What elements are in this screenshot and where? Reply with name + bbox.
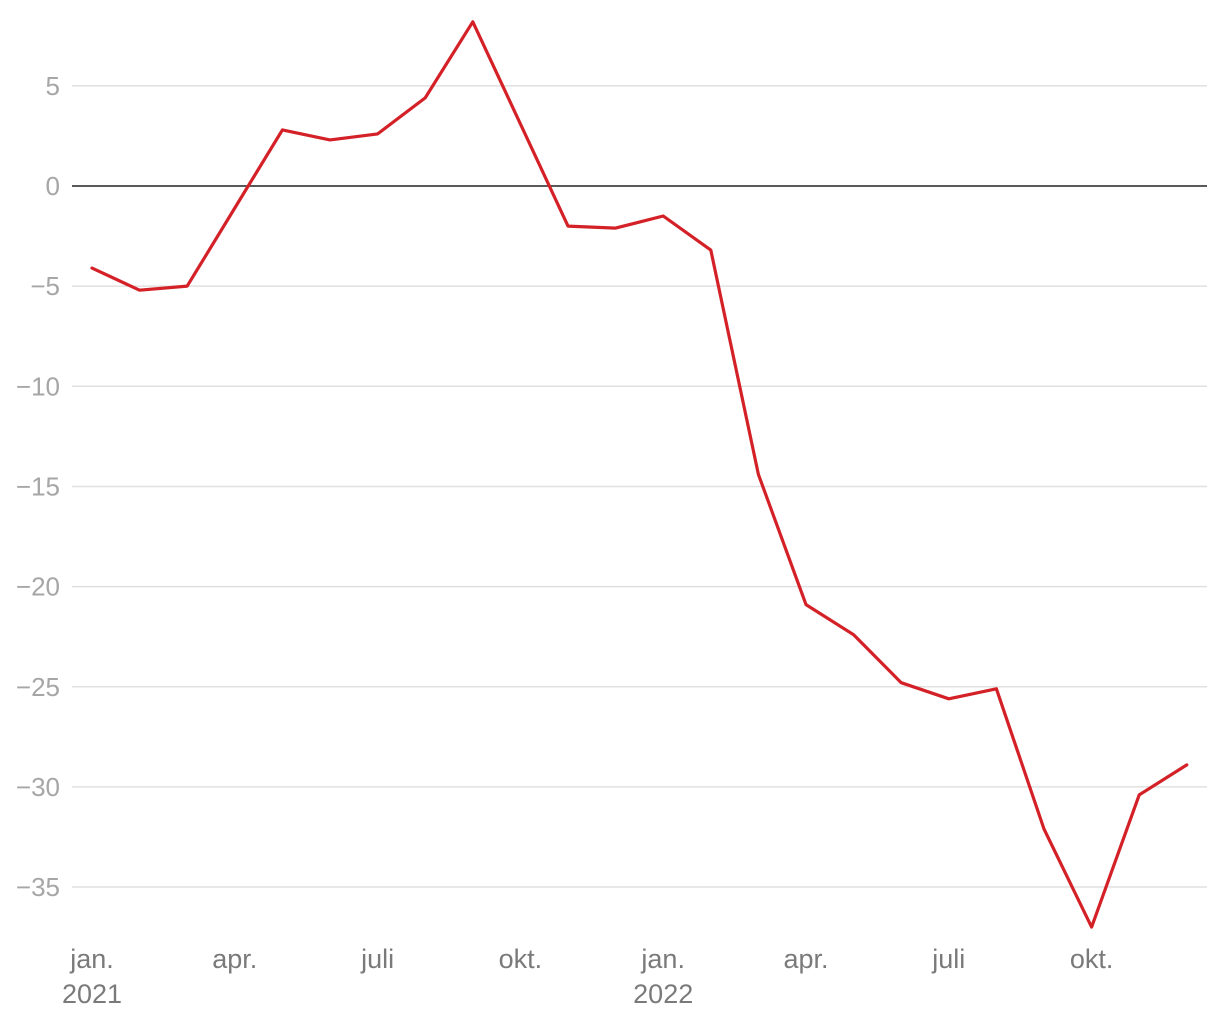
y-tick-label: 0 [46,171,60,201]
x-tick-label: okt. [499,944,543,974]
gridlines [72,85,1207,888]
y-axis-tick-labels: 5 0 −5 −10 −15 −20 −25 −30 −35 [16,71,60,902]
x-axis-tick-labels: jan. 2021 apr. juli okt. jan. 2022 apr. juli okt. [62,944,1113,1009]
x-tick-year-label: 2022 [633,979,693,1009]
x-tick-label: jan. [69,944,114,974]
y-tick-label: −30 [16,772,60,802]
x-tick-label: juli [931,944,965,974]
y-tick-label: 5 [46,71,60,101]
x-tick-label: okt. [1070,944,1114,974]
y-tick-label: −5 [30,271,60,301]
y-tick-label: −35 [16,872,60,902]
x-tick-label: apr. [783,944,828,974]
x-tick-year-label: 2021 [62,979,122,1009]
y-tick-label: −15 [16,471,60,501]
x-tick-label: apr. [212,944,257,974]
x-tick-label: juli [360,944,394,974]
y-tick-label: −20 [16,572,60,602]
y-tick-label: −10 [16,371,60,401]
series-layer [90,20,1189,929]
y-tick-label: −25 [16,672,60,702]
x-tick-label: jan. [640,944,685,974]
series-line [90,20,1189,929]
